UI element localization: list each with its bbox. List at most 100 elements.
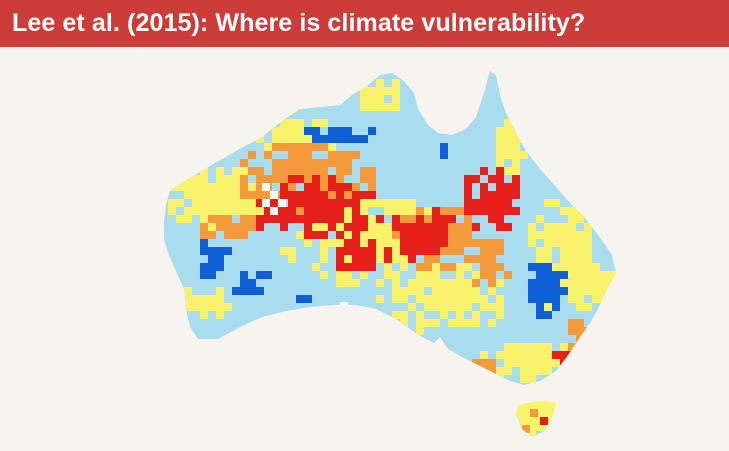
map-cell bbox=[488, 287, 496, 295]
map-cell bbox=[312, 223, 320, 231]
map-cell bbox=[480, 351, 488, 359]
map-cell bbox=[504, 167, 512, 175]
map-cell bbox=[512, 191, 520, 199]
map-cell bbox=[264, 271, 272, 279]
map-cell bbox=[528, 343, 536, 351]
map-cell bbox=[256, 191, 264, 199]
map-cell bbox=[576, 359, 584, 367]
map-cell bbox=[448, 359, 456, 367]
map-cell bbox=[296, 159, 304, 167]
map-cell bbox=[576, 303, 584, 311]
map-cell bbox=[328, 199, 336, 207]
region-strong-blue-27 bbox=[200, 239, 208, 247]
map-cell bbox=[288, 183, 296, 191]
map-cell bbox=[192, 207, 200, 215]
map-cell bbox=[488, 375, 496, 383]
map-cell bbox=[368, 127, 376, 135]
map-cell bbox=[504, 199, 512, 207]
map-cell bbox=[440, 295, 448, 303]
map-cell bbox=[520, 351, 528, 359]
map-cell bbox=[576, 351, 584, 359]
map-cell bbox=[448, 295, 456, 303]
map-cell bbox=[344, 239, 352, 247]
map-cell bbox=[536, 279, 544, 287]
tasmania-cell bbox=[522, 425, 530, 433]
map-cell bbox=[184, 175, 192, 183]
map-cell bbox=[192, 303, 200, 311]
map-cell bbox=[504, 191, 512, 199]
map-cell bbox=[352, 255, 360, 263]
map-cell bbox=[432, 303, 440, 311]
map-cell bbox=[328, 135, 336, 143]
map-cell bbox=[280, 175, 288, 183]
map-cell bbox=[280, 215, 288, 223]
map-cell bbox=[464, 367, 472, 375]
map-cell bbox=[376, 87, 384, 95]
region-red-17 bbox=[464, 167, 520, 231]
map-cell bbox=[608, 271, 616, 279]
map-cell bbox=[352, 279, 360, 287]
map-cell bbox=[448, 303, 456, 311]
map-cell bbox=[352, 207, 360, 215]
map-cell bbox=[328, 215, 336, 223]
map-cell bbox=[240, 183, 248, 191]
map-cell bbox=[368, 191, 376, 199]
map-cell bbox=[480, 271, 488, 279]
map-cell bbox=[576, 343, 584, 351]
map-cell bbox=[368, 215, 376, 223]
map-cell bbox=[224, 215, 232, 223]
map-cell bbox=[544, 303, 552, 311]
map-cell bbox=[560, 231, 568, 239]
map-cell bbox=[488, 271, 496, 279]
map-cell bbox=[248, 167, 256, 175]
map-cell bbox=[352, 199, 360, 207]
map-cell bbox=[248, 279, 256, 287]
map-cell bbox=[168, 207, 176, 215]
map-cell bbox=[408, 207, 416, 215]
map-cell bbox=[536, 271, 544, 279]
map-cell bbox=[432, 247, 440, 255]
region-red-19 bbox=[336, 239, 392, 271]
map-cell bbox=[544, 343, 552, 351]
map-cell bbox=[320, 231, 328, 239]
region-strong-blue-28 bbox=[440, 143, 448, 159]
map-cell bbox=[512, 151, 520, 159]
map-cell bbox=[304, 223, 312, 231]
map-cell bbox=[352, 191, 360, 199]
map-cell bbox=[288, 191, 296, 199]
map-cell bbox=[576, 215, 584, 223]
map-cell bbox=[344, 167, 352, 175]
map-cell bbox=[584, 223, 592, 231]
map-cell bbox=[248, 199, 256, 207]
map-cell bbox=[248, 215, 256, 223]
map-cell bbox=[320, 247, 328, 255]
map-cell bbox=[208, 263, 216, 271]
map-cell bbox=[312, 167, 320, 175]
map-cell bbox=[336, 239, 344, 247]
map-cell bbox=[280, 143, 288, 151]
map-cell bbox=[488, 359, 496, 367]
map-cell bbox=[400, 263, 408, 271]
map-cell bbox=[360, 191, 368, 199]
map-cell bbox=[384, 199, 392, 207]
map-cell bbox=[240, 231, 248, 239]
map-cell bbox=[504, 207, 512, 215]
map-cell bbox=[208, 215, 216, 223]
map-cell bbox=[448, 215, 456, 223]
map-cell bbox=[480, 263, 488, 271]
map-cell bbox=[392, 223, 400, 231]
map-cell bbox=[488, 215, 496, 223]
map-cell bbox=[544, 383, 552, 385]
map-cell bbox=[368, 199, 376, 207]
map-cell bbox=[560, 367, 568, 375]
map-cell bbox=[608, 279, 616, 287]
region-red-16 bbox=[272, 175, 384, 239]
map-cell bbox=[408, 303, 416, 311]
map-cell bbox=[280, 159, 288, 167]
map-cell bbox=[416, 247, 424, 255]
map-cell bbox=[320, 135, 328, 143]
map-cell bbox=[504, 143, 512, 151]
map-cell bbox=[600, 287, 608, 295]
map-cell bbox=[448, 247, 456, 255]
map-cell bbox=[584, 303, 592, 311]
